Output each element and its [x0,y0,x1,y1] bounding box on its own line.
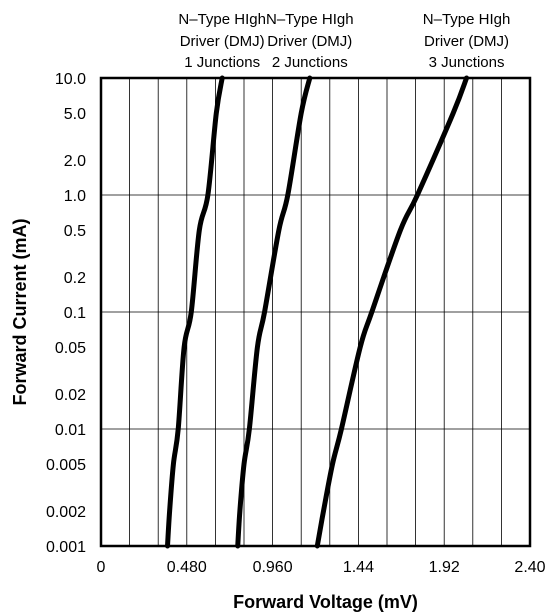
series-label-line: Driver (DMJ) [180,33,265,50]
series-curve-3-junctions [314,75,470,549]
x-tick-label: 0.960 [253,559,293,576]
y-tick-label: 0.5 [64,223,86,240]
series-label-line: 2 Junctions [272,54,348,71]
series-label-1: N–Type HIgh Driver (DMJ) 1 Junctions [178,11,266,71]
x-axis-title: Forward Voltage (mV) [233,592,418,612]
y-tick-label: 5.0 [64,106,86,123]
series-label-3: N–Type HIgh Driver (DMJ) 3 Junctions [423,11,511,71]
x-axis-ticks: 0 0.480 0.960 1.44 1.92 2.40 [97,559,546,576]
x-tick-label: 1.92 [429,559,460,576]
x-tick-label: 0 [97,559,106,576]
series-label-line: 3 Junctions [429,54,505,71]
series-label-line: N–Type HIgh [178,11,266,28]
y-tick-label: 0.005 [46,457,86,474]
series-curve-2-junctions [235,75,313,549]
series-label-line: N–Type HIgh [266,11,354,28]
y-tick-label: 10.0 [55,71,86,88]
y-tick-label: 0.001 [46,539,86,556]
x-tick-label: 1.44 [343,559,374,576]
y-tick-label: 0.01 [55,422,86,439]
series-label-line: N–Type HIgh [423,11,511,28]
plot-frame [99,76,532,548]
series-label-2: N–Type HIgh Driver (DMJ) 2 Junctions [266,11,354,71]
series-curve-1-junctions [165,75,225,549]
series-label-line: 1 Junctions [184,54,260,71]
y-tick-label: 0.1 [64,305,86,322]
y-axis-ticks: 10.0 5.0 2.0 1.0 0.5 0.2 0.1 0.05 0.02 0.01 0.005 0… [46,71,86,556]
y-tick-label: 0.02 [55,387,86,404]
series-label-line: Driver (DMJ) [267,33,352,50]
y-tick-label: 2.0 [64,153,86,170]
y-tick-label: 1.0 [64,188,86,205]
grid [101,78,530,546]
y-tick-label: 0.2 [64,270,86,287]
series-label-line: Driver (DMJ) [424,33,509,50]
curves [165,75,470,549]
y-tick-label: 0.05 [55,340,86,357]
x-tick-label: 2.40 [514,559,545,576]
x-tick-label: 0.480 [167,559,207,576]
y-axis-title: Forward Current (mA) [10,218,30,405]
y-tick-label: 0.002 [46,504,86,521]
